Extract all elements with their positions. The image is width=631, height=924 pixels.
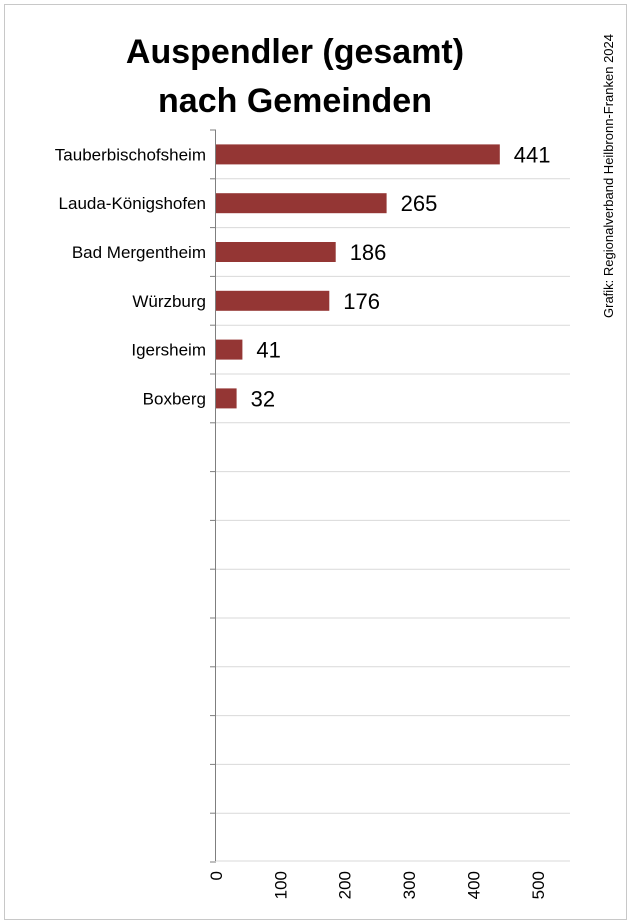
data-label-4: 41 [256, 338, 280, 363]
data-label-1: 265 [401, 191, 438, 216]
x-tick-label-5: 500 [529, 871, 548, 899]
bar-4 [216, 339, 243, 360]
data-label-2: 186 [350, 240, 387, 265]
bar-2 [216, 242, 336, 262]
category-label-1: Lauda-Königshofen [59, 194, 206, 213]
x-tick-label-1: 100 [271, 871, 290, 899]
category-label-4: Igersheim [131, 341, 206, 360]
bar-0 [216, 144, 500, 165]
category-label-0: Tauberbischofsheim [55, 145, 206, 164]
category-label-3: Würzburg [132, 292, 206, 311]
bar-1 [216, 193, 387, 214]
x-tick-label-2: 200 [336, 871, 355, 899]
bar-3 [216, 290, 330, 311]
data-label-0: 441 [514, 142, 551, 167]
data-label-3: 176 [343, 289, 380, 314]
chart-title-line-1: Auspendler (gesamt) [125, 33, 465, 71]
chart-title-line-2: nach Gemeinden [158, 82, 432, 120]
x-tick-label-3: 300 [400, 871, 419, 899]
data-label-5: 32 [251, 386, 275, 411]
bar-5 [216, 388, 237, 409]
x-tick-label-0: 0 [207, 871, 226, 880]
category-label-5: Boxberg [143, 389, 206, 408]
x-tick-label-4: 400 [465, 871, 484, 899]
category-label-2: Bad Mergentheim [72, 243, 206, 262]
